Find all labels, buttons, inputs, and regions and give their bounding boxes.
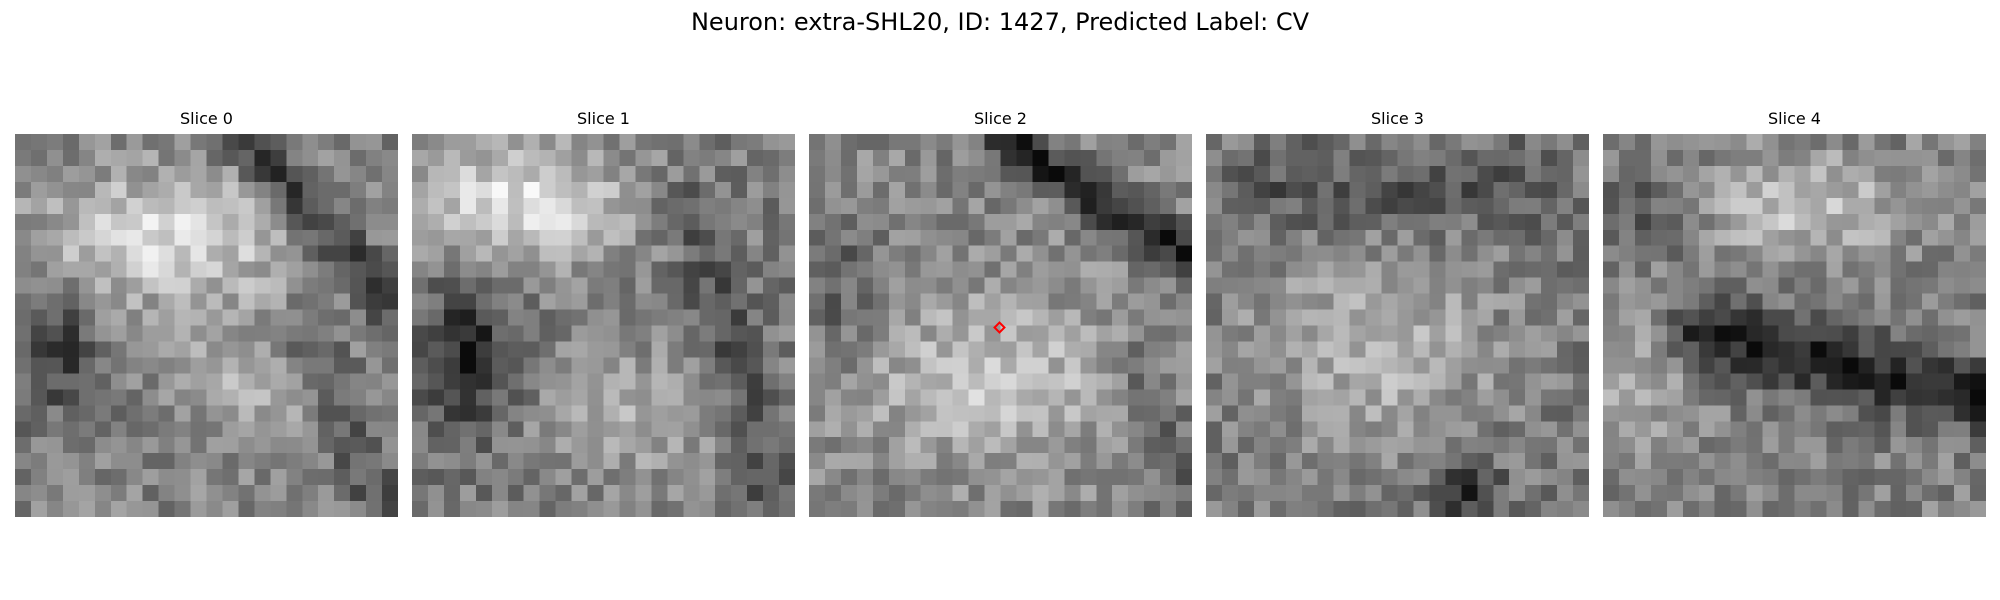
slice-title-0: Slice 0 — [180, 109, 233, 128]
slice-image-2 — [809, 134, 1192, 517]
figure-title: Neuron: extra-SHL20, ID: 1427, Predicted… — [690, 8, 1310, 36]
slice-image-1 — [412, 134, 795, 517]
slice-image-3 — [1206, 134, 1589, 517]
slice-image-0 — [15, 134, 398, 517]
slice-panel-3: Slice 3 — [1206, 108, 1589, 517]
slice-title-2: Slice 2 — [974, 109, 1027, 128]
slice-title-4: Slice 4 — [1768, 109, 1821, 128]
slice-title-1: Slice 1 — [577, 109, 630, 128]
slice-panel-2: Slice 2 — [809, 108, 1192, 517]
slice-title-3: Slice 3 — [1371, 109, 1424, 128]
slice-panel-4: Slice 4 — [1603, 108, 1986, 517]
slice-image-4 — [1603, 134, 1986, 517]
slice-panel-0: Slice 0 — [15, 108, 398, 517]
slice-panel-1: Slice 1 — [412, 108, 795, 517]
